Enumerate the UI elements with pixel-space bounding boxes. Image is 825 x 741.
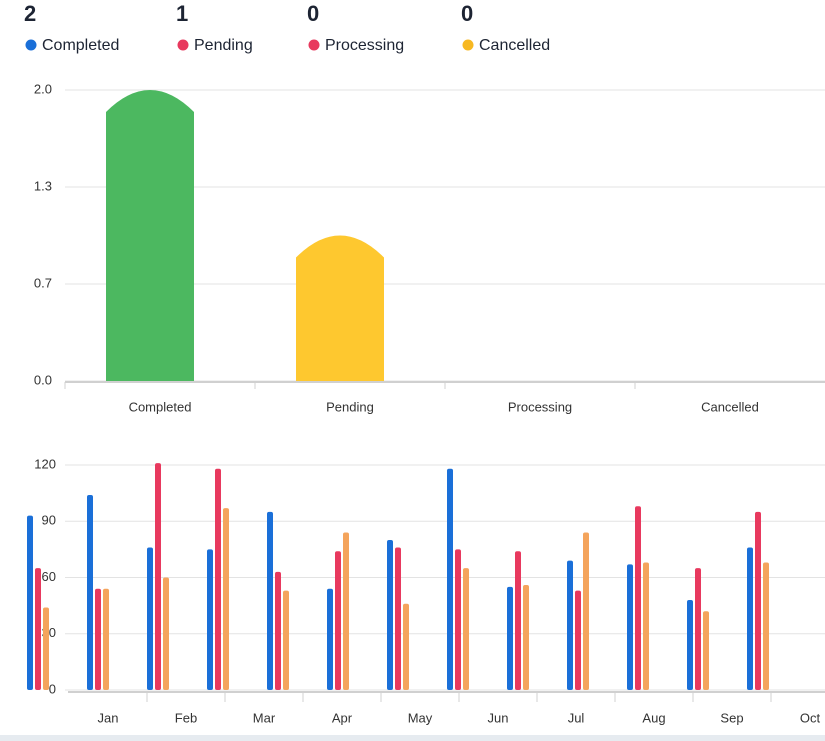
y-tick-label: 0.0 — [34, 372, 52, 387]
y-tick-label: 0 — [49, 681, 56, 696]
legend-dot — [462, 39, 474, 51]
bar — [455, 549, 461, 690]
bar — [747, 547, 753, 690]
bar — [215, 468, 221, 690]
bar — [687, 600, 693, 690]
x-tick-label: May — [408, 710, 433, 725]
bar — [275, 571, 281, 690]
bar — [567, 560, 573, 690]
bar — [296, 235, 384, 381]
bar — [507, 586, 513, 690]
bar — [35, 568, 41, 690]
bar — [163, 577, 169, 690]
bar — [43, 607, 49, 690]
bar — [147, 547, 153, 690]
bar — [447, 468, 453, 690]
y-tick-label: 60 — [42, 569, 56, 584]
bar — [223, 508, 229, 690]
x-tick-label: Jan — [98, 710, 119, 725]
bar — [627, 564, 633, 690]
bar — [515, 551, 521, 690]
bar — [207, 549, 213, 690]
y-tick-label: 120 — [34, 456, 56, 471]
y-tick-label: 90 — [42, 513, 56, 528]
y-tick-label: 1.3 — [34, 178, 52, 193]
status-count: 1 — [176, 1, 188, 26]
legend-label: Pending — [194, 37, 253, 54]
x-tick-label: Sep — [720, 710, 743, 725]
x-tick-label: Oct — [800, 710, 821, 725]
bar — [343, 532, 349, 690]
bottom-strip — [0, 735, 825, 741]
x-tick-label: Pending — [326, 399, 374, 414]
x-tick-label: Cancelled — [701, 399, 759, 414]
legend-label: Cancelled — [479, 37, 550, 54]
bar — [403, 603, 409, 690]
status-count: 0 — [461, 1, 473, 26]
x-tick-label: Feb — [175, 710, 197, 725]
bar — [283, 590, 289, 690]
bar — [327, 588, 333, 690]
bar — [106, 90, 194, 381]
bar — [267, 511, 273, 690]
bar — [395, 547, 401, 690]
bar — [695, 568, 701, 690]
bar — [387, 540, 393, 690]
bar — [335, 551, 341, 690]
bar — [763, 562, 769, 690]
x-tick-label: Jul — [568, 710, 585, 725]
bar — [155, 463, 161, 690]
bar — [95, 588, 101, 690]
x-tick-label: Mar — [253, 710, 276, 725]
bar — [87, 495, 93, 690]
legend-label: Processing — [325, 37, 404, 54]
x-tick-label: Completed — [129, 399, 192, 414]
bar — [583, 532, 589, 690]
bar — [703, 611, 709, 690]
status-count: 0 — [307, 1, 319, 26]
legend-dot — [177, 39, 189, 51]
bar — [755, 511, 761, 690]
x-tick-label: Aug — [642, 710, 665, 725]
bar — [103, 588, 109, 690]
bar — [643, 562, 649, 690]
y-tick-label: 0.7 — [34, 275, 52, 290]
bar — [575, 590, 581, 690]
x-tick-label: Apr — [332, 710, 353, 725]
legend-dot — [308, 39, 320, 51]
legend-label: Completed — [42, 37, 119, 54]
status-count: 2 — [24, 1, 36, 26]
bar — [523, 585, 529, 690]
x-tick-label: Jun — [488, 710, 509, 725]
legend-dot — [25, 39, 37, 51]
bar — [635, 506, 641, 690]
y-tick-label: 2.0 — [34, 81, 52, 96]
x-tick-label: Processing — [508, 399, 572, 414]
bar — [27, 515, 33, 690]
bar — [463, 568, 469, 690]
